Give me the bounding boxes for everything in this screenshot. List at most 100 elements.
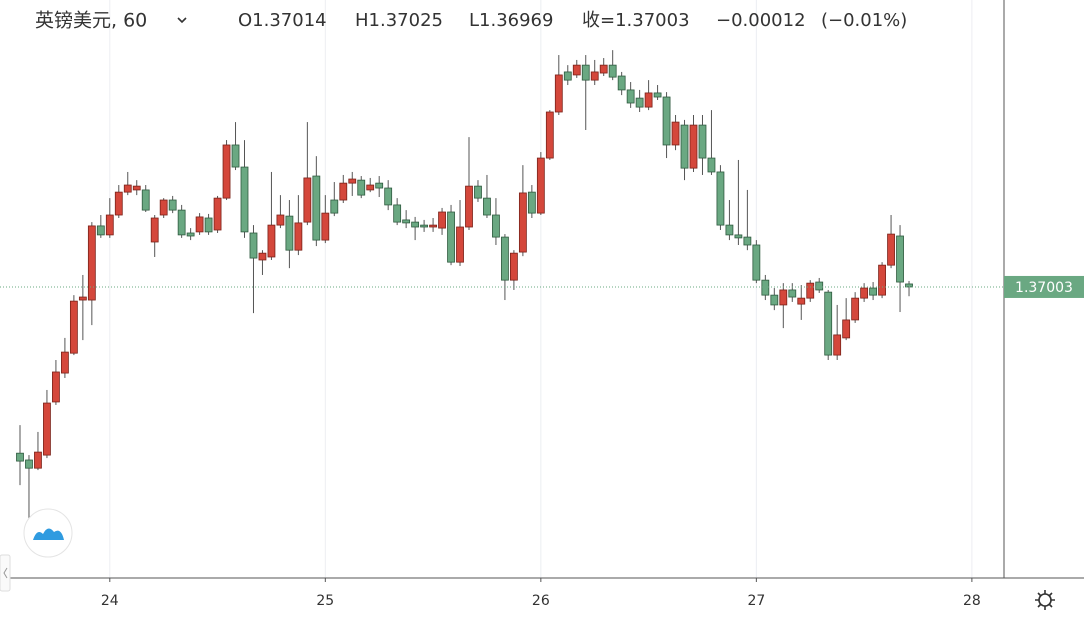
candle-body	[258, 252, 267, 261]
candle-body	[779, 289, 788, 306]
candle-body	[842, 319, 851, 339]
candle-body	[815, 281, 824, 291]
high-label: H	[355, 10, 369, 31]
candle-body	[231, 144, 240, 168]
candle-body	[25, 459, 33, 469]
x-tick-label: 27	[747, 593, 765, 609]
open-value: 1.37014	[252, 10, 326, 31]
candle-body	[752, 244, 761, 281]
ohlc-high: H1.37025	[355, 10, 443, 31]
candle-body	[599, 64, 608, 74]
close-value: 1.37003	[615, 10, 689, 31]
candle-body	[312, 175, 321, 241]
candle-body	[518, 192, 527, 253]
candle-body	[572, 64, 581, 76]
candle-body	[447, 211, 455, 263]
low-value: 1.36969	[479, 10, 553, 31]
candle-body	[608, 64, 617, 78]
settings-icon[interactable]	[1035, 590, 1055, 610]
high-value: 1.37025	[369, 10, 443, 31]
candle-body	[689, 124, 698, 169]
candle-body	[177, 209, 186, 236]
candle-body	[339, 182, 348, 201]
logo[interactable]	[23, 508, 73, 558]
change: −0.00012	[716, 10, 806, 31]
symbol-chevron[interactable]	[177, 17, 187, 24]
candle-body	[653, 92, 662, 98]
candle-body	[878, 264, 886, 296]
candle-body	[465, 185, 473, 228]
x-tick-label: 25	[316, 593, 334, 609]
candle-body	[770, 294, 779, 306]
candle-body	[860, 287, 869, 299]
candle-body	[527, 191, 536, 214]
candle-body	[788, 289, 797, 298]
candle-body	[743, 236, 752, 246]
candle-body	[411, 221, 420, 228]
ohlc-open: O1.37014	[238, 10, 327, 31]
candle-body	[123, 184, 132, 193]
candle-body	[132, 185, 141, 191]
candle-body	[16, 452, 24, 462]
candle-body	[590, 71, 599, 81]
low-label: L	[469, 10, 479, 31]
candle-body	[141, 189, 150, 211]
candle-body	[483, 197, 491, 216]
candle-body	[671, 121, 680, 146]
side-tab[interactable]	[0, 554, 11, 592]
candle-body	[195, 216, 204, 233]
candle-body	[509, 252, 518, 281]
candle-body	[707, 157, 716, 173]
candles	[16, 50, 913, 526]
candle-body	[294, 222, 303, 251]
candle-body	[303, 177, 312, 223]
candle-body	[168, 199, 177, 211]
side-tab-arrow[interactable]	[3, 567, 8, 579]
candle-body	[87, 225, 96, 301]
ohlc-close: 收=1.37003	[582, 10, 690, 31]
candle-body	[267, 224, 276, 258]
candle-body	[43, 402, 51, 456]
candle-body	[69, 300, 78, 354]
candle-body	[896, 235, 904, 283]
close-label: 收=	[582, 10, 615, 31]
candle-body	[240, 166, 249, 233]
candle-body	[186, 232, 195, 237]
candle-body	[761, 279, 770, 296]
symbol[interactable]: 英镑美元, 60	[35, 10, 147, 32]
candle-body	[249, 232, 258, 259]
gear-teeth[interactable]	[1035, 590, 1055, 610]
grid	[109, 0, 973, 578]
logo-shape[interactable]	[33, 528, 64, 540]
ohlc-low: L1.36969	[469, 10, 553, 31]
candle-body	[420, 224, 429, 228]
candle-body	[375, 182, 384, 189]
candle-body	[348, 178, 357, 184]
candle-body	[321, 212, 330, 241]
candle-body	[869, 287, 877, 296]
candle-body	[474, 185, 482, 199]
candle-body	[34, 451, 42, 469]
x-tick-label: 28	[963, 593, 981, 609]
candle-body	[105, 214, 114, 236]
last-price-label: 1.37003	[1015, 280, 1073, 296]
candle-body	[680, 124, 689, 169]
candle-body	[429, 224, 437, 228]
candle-body	[384, 187, 393, 206]
candle-body	[150, 217, 159, 243]
candle-body	[617, 75, 626, 91]
candle-body	[402, 219, 411, 224]
candle-body	[635, 97, 644, 108]
candle-body	[357, 179, 366, 196]
candle-body	[114, 191, 123, 216]
candle-body	[536, 157, 545, 214]
change-pct: (−0.01%)	[821, 10, 907, 31]
last-price-box	[1004, 275, 1084, 298]
candle-body	[213, 197, 222, 231]
candle-body	[52, 371, 60, 403]
candle-body	[545, 111, 554, 159]
candle-body	[662, 96, 671, 146]
x-tick-label: 26	[532, 593, 550, 609]
candle-body	[456, 226, 464, 263]
candle-body	[330, 199, 339, 214]
